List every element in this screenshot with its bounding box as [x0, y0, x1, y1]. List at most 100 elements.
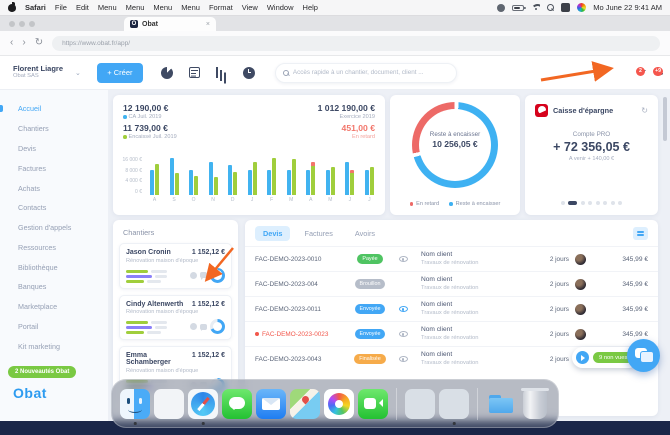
dock-icon-messages[interactable] — [222, 388, 252, 419]
table-row[interactable]: FAC-DEMO-2023-004 Brouillon Nom client Trav… — [245, 271, 658, 296]
zoom-window-button[interactable] — [29, 20, 35, 27]
sidebar-nav: Accueil Chantiers Devis Factures Achats Conta… — [0, 90, 108, 356]
spotlight-icon[interactable] — [547, 4, 555, 11]
clock-icon[interactable] — [190, 271, 197, 279]
menu-item-menu[interactable]: Menu — [97, 3, 117, 12]
play-icon[interactable] — [576, 351, 589, 364]
bank-dot-3[interactable] — [580, 201, 585, 205]
dock-icon-maps[interactable] — [290, 388, 320, 419]
dock-icon-launchpad[interactable] — [154, 388, 184, 419]
menu-item-menu[interactable]: Menu — [181, 3, 200, 12]
tab-factures[interactable]: Factures — [304, 229, 333, 238]
shazam-icon[interactable] — [497, 3, 506, 12]
chart-icon[interactable] — [215, 67, 227, 78]
y-tick: 16 000 € — [122, 157, 142, 163]
dock-icon-facetime[interactable] — [358, 388, 388, 419]
eye-icon[interactable] — [398, 331, 408, 337]
bank-dot-8[interactable] — [618, 201, 623, 205]
url-bar[interactable]: https://www.obat.fr/app/ — [52, 35, 660, 51]
chantier-card-jason-cronin[interactable]: Jason Cronin 1 152,12 € Rénovation maison … — [119, 243, 232, 289]
bank-dot-7[interactable] — [610, 201, 615, 205]
eye-icon[interactable] — [398, 356, 408, 362]
table-row[interactable]: FAC-DEMO-2023-0023 Envoyée Nom client Trava… — [245, 321, 658, 346]
tab-avoirs[interactable]: Avoirs — [354, 229, 376, 238]
quick-search[interactable] — [274, 62, 457, 83]
sidebar-item-devis[interactable]: Devis — [18, 143, 36, 153]
time-tracking-icon[interactable] — [242, 66, 255, 79]
dock-icon-photos[interactable] — [324, 388, 354, 419]
running-indicator — [133, 422, 137, 425]
sidebar-item-gestion-d-appels[interactable]: Gestion d'appels — [18, 223, 72, 233]
bank-dot-2[interactable] — [568, 201, 578, 205]
sidebar-item-contacts[interactable]: Contacts — [18, 203, 47, 213]
x-tick: J — [250, 197, 254, 203]
sidebar-item-biblioth-que[interactable]: Bibliothèque — [18, 262, 58, 272]
search-input[interactable] — [292, 69, 449, 76]
account-switcher[interactable]: Florent Liagre Obat SAS — [13, 64, 63, 80]
sidebar-item-factures[interactable]: Factures — [18, 163, 46, 173]
menu-item-help[interactable]: Help — [302, 3, 318, 12]
bank-dot-4[interactable] — [588, 201, 593, 205]
color-wheel-icon[interactable] — [577, 3, 587, 12]
menu-item-view[interactable]: View — [241, 3, 258, 12]
table-row[interactable]: FAC-DEMO-2023-0011 Envoyée Nom client Trava… — [245, 296, 658, 321]
bank-dot-5[interactable] — [595, 201, 600, 205]
create-button[interactable]: + Créer — [96, 62, 143, 83]
sidebar-item-accueil[interactable]: Accueil — [0, 99, 108, 119]
comment-icon[interactable] — [200, 323, 207, 332]
menu-item-window[interactable]: Window — [266, 3, 294, 12]
wifi-icon[interactable] — [531, 4, 540, 11]
eye-icon[interactable] — [398, 306, 408, 312]
dock-icon-blank-1[interactable] — [405, 388, 435, 419]
menu-item-menu[interactable]: Menu — [153, 3, 173, 12]
alert-dot — [255, 332, 259, 336]
tab-devis[interactable]: Devis — [255, 226, 291, 241]
comment-icon[interactable] — [200, 272, 207, 280]
documents-options-button[interactable] — [633, 227, 648, 240]
reload-button[interactable]: ↻ — [34, 37, 44, 48]
clock-icon[interactable] — [190, 323, 197, 330]
menu-item-file[interactable]: File — [54, 3, 67, 12]
menu-item-safari[interactable]: Safari — [25, 3, 46, 12]
menu-item-menu[interactable]: Menu — [125, 3, 145, 12]
dock-icon-blank-2[interactable] — [439, 388, 469, 425]
apple-logo-icon[interactable] — [8, 1, 16, 12]
whats-new-badge[interactable]: 2 Nouveautés Obat — [8, 366, 77, 378]
dock-icon-mail[interactable] — [256, 388, 286, 419]
sidebar-item-banques[interactable]: Banques — [18, 282, 47, 292]
close-window-button[interactable] — [9, 20, 15, 27]
window-controls[interactable] — [9, 20, 35, 27]
page-scrollbar[interactable] — [663, 97, 667, 141]
table-row[interactable]: FAC-DEMO-2023-0010 Payée Nom client Travaux… — [245, 246, 658, 271]
input-source-icon[interactable] — [561, 3, 571, 12]
back-button[interactable]: ‹ — [10, 37, 14, 48]
tab-close-icon[interactable]: × — [205, 20, 210, 28]
browser-tab[interactable]: O Obat × — [124, 17, 216, 31]
video-tips-widget[interactable]: 9 non vues — [572, 347, 640, 368]
dock-icon-trash[interactable] — [521, 387, 549, 419]
calendar-icon[interactable] — [188, 67, 200, 78]
sidebar-item-achats[interactable]: Achats — [18, 183, 40, 193]
dock-icon-finder[interactable] — [120, 388, 150, 425]
bank-dot-6[interactable] — [603, 201, 608, 205]
chantier-card-cindy-altenwerth[interactable]: Cindy Altenwerth 1 152,12 € Rénovation mai… — [119, 294, 232, 340]
minimize-window-button[interactable] — [19, 20, 25, 27]
menu-item-format[interactable]: Format — [208, 3, 233, 12]
dock-icon-safari[interactable] — [188, 388, 218, 425]
eye-icon[interactable] — [398, 256, 408, 262]
support-chat-button[interactable] — [627, 339, 660, 372]
sidebar-item-chantiers[interactable]: Chantiers — [18, 124, 49, 134]
stats-icon[interactable] — [160, 66, 173, 79]
refresh-icon[interactable]: ↻ — [641, 106, 648, 115]
menubar-clock[interactable]: Mo June 22 9:41 AM — [593, 3, 662, 12]
bank-dot-1[interactable] — [560, 201, 565, 205]
bank-card-pagination[interactable] — [525, 201, 658, 205]
sidebar-item-portail[interactable]: Portail — [18, 321, 39, 331]
sidebar-item-marketplace[interactable]: Marketplace — [18, 302, 58, 312]
chevron-down-icon[interactable]: ⌄ — [75, 69, 81, 77]
dock-icon-folder[interactable] — [486, 389, 516, 419]
sidebar-item-ressources[interactable]: Ressources — [18, 242, 56, 252]
menu-item-edit[interactable]: Edit — [75, 3, 89, 12]
sidebar-item-kit-marketing[interactable]: Kit marketing — [18, 341, 60, 351]
forward-button[interactable]: › — [22, 37, 26, 48]
